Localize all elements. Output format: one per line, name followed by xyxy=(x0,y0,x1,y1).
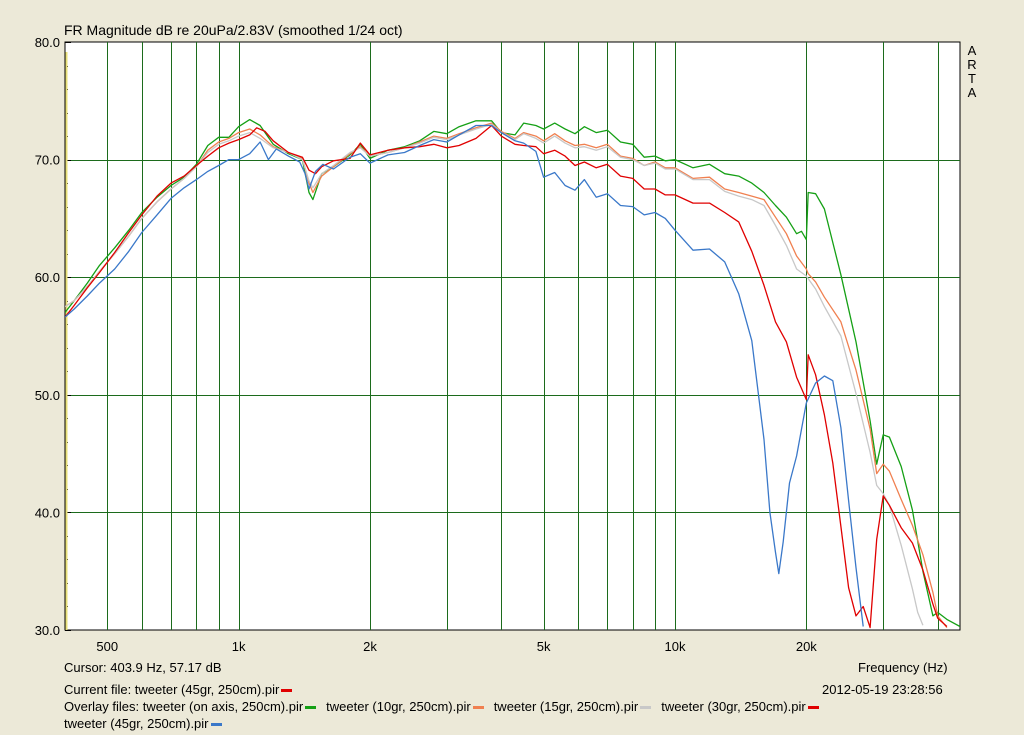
overlay-file-swatch xyxy=(472,706,484,710)
overlay-file-swatch xyxy=(807,706,819,710)
overlay-prefix: Overlay files: xyxy=(64,699,140,714)
y-tick-label: 40.0 xyxy=(35,505,60,520)
current-file-label: Current file: tweeter (45gr, 250cm).pir xyxy=(64,682,280,697)
current-file-swatch xyxy=(281,689,293,693)
overlay-file-swatch xyxy=(640,706,652,710)
x-tick-label: 5k xyxy=(537,639,551,654)
overlay-file-label: tweeter (15gr, 250cm).pir xyxy=(493,699,639,714)
overlay-file-swatch xyxy=(305,706,317,710)
y-tick-label: 70.0 xyxy=(35,153,60,168)
x-tick-label: 10k xyxy=(664,639,685,654)
arta-letter: A xyxy=(967,43,977,58)
y-tick-label: 60.0 xyxy=(35,270,60,285)
series-line xyxy=(65,122,948,629)
frequency-response-chart: 30.0 40.0 50.0 60.0 70.0 80.0 500 1k 2k 5k 10k 20k xyxy=(35,35,961,654)
overlay-file-label: tweeter (30gr, 250cm).pir xyxy=(661,699,806,714)
arta-letter: R xyxy=(967,57,977,72)
y-tick-label: 50.0 xyxy=(35,388,60,403)
arta-watermark: A R T A xyxy=(966,44,978,100)
overlay-file: tweeter (30gr, 250cm).pir xyxy=(661,699,819,714)
x-axis-label: Frequency (Hz) xyxy=(858,660,948,675)
arta-letter: A xyxy=(967,85,977,100)
chart-title: FR Magnitude dB re 20uPa/2.83V (smoothed… xyxy=(64,22,403,38)
series-line xyxy=(65,124,948,629)
overlay-file: tweeter (10gr, 250cm).pir xyxy=(326,699,484,714)
timestamp: 2012-05-19 23:28:56 xyxy=(822,682,943,697)
y-tick-label: 80.0 xyxy=(35,35,60,50)
series-line xyxy=(65,118,960,628)
series-line xyxy=(65,124,864,627)
x-tick-label: 500 xyxy=(96,639,118,654)
plot-area xyxy=(64,41,961,631)
x-tick-label: 1k xyxy=(232,639,246,654)
overlay-file-label: tweeter (45gr, 250cm).pir xyxy=(64,716,209,731)
y-tick-label: 30.0 xyxy=(35,623,60,638)
x-tick-label: 2k xyxy=(363,639,377,654)
series-line xyxy=(65,123,924,626)
cursor-readout: Cursor: 403.9 Hz, 57.17 dB xyxy=(64,660,222,675)
x-tick-label: 20k xyxy=(796,639,817,654)
overlay-file-label: tweeter (on axis, 250cm).pir xyxy=(142,699,304,714)
overlay-file-label: tweeter (10gr, 250cm).pir xyxy=(326,699,471,714)
overlay-file: tweeter (15gr, 250cm).pir xyxy=(494,699,652,714)
current-file: Current file: tweeter (45gr, 250cm).pir xyxy=(64,682,293,697)
overlay-files: Overlay files: tweeter (on axis, 250cm).… xyxy=(64,699,829,714)
overlay-files-continued: tweeter (45gr, 250cm).pir xyxy=(64,716,222,731)
overlay-file-swatch xyxy=(210,723,222,727)
overlay-file: tweeter (on axis, 250cm).pir xyxy=(142,699,317,714)
arta-letter: T xyxy=(968,71,976,86)
